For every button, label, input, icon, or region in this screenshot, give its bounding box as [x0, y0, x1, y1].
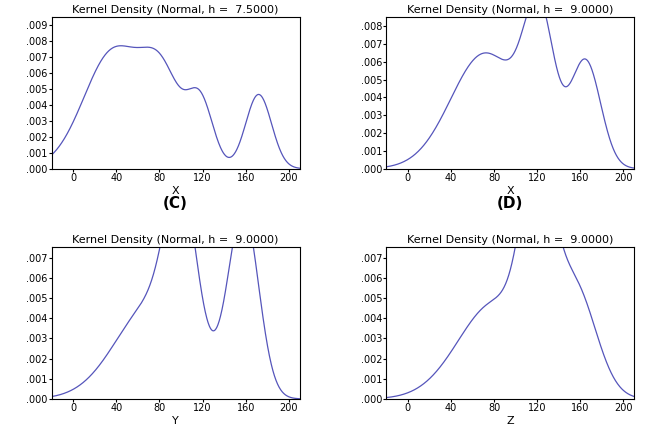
X-axis label: Z: Z [507, 416, 514, 426]
X-axis label: X: X [172, 186, 179, 196]
Title: Kernel Density (Normal, h =  9.0000): Kernel Density (Normal, h = 9.0000) [72, 235, 279, 245]
Title: Kernel Density (Normal, h =  9.0000): Kernel Density (Normal, h = 9.0000) [407, 235, 613, 245]
X-axis label: Y: Y [172, 416, 179, 426]
Title: Kernel Density (Normal, h =  9.0000): Kernel Density (Normal, h = 9.0000) [407, 5, 613, 15]
Title: Kernel Density (Normal, h =  7.5000): Kernel Density (Normal, h = 7.5000) [72, 5, 279, 15]
Text: (C): (C) [163, 196, 188, 211]
Text: (D): (D) [497, 196, 523, 211]
X-axis label: X: X [507, 186, 514, 196]
